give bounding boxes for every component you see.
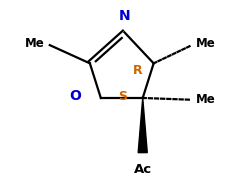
Text: S: S xyxy=(118,90,127,103)
Text: Me: Me xyxy=(195,93,215,106)
Text: O: O xyxy=(69,89,81,103)
Text: R: R xyxy=(132,64,142,77)
Text: N: N xyxy=(119,9,130,23)
Text: Me: Me xyxy=(25,37,44,50)
Text: Ac: Ac xyxy=(134,163,152,176)
Text: Me: Me xyxy=(195,37,215,50)
Polygon shape xyxy=(138,98,147,153)
